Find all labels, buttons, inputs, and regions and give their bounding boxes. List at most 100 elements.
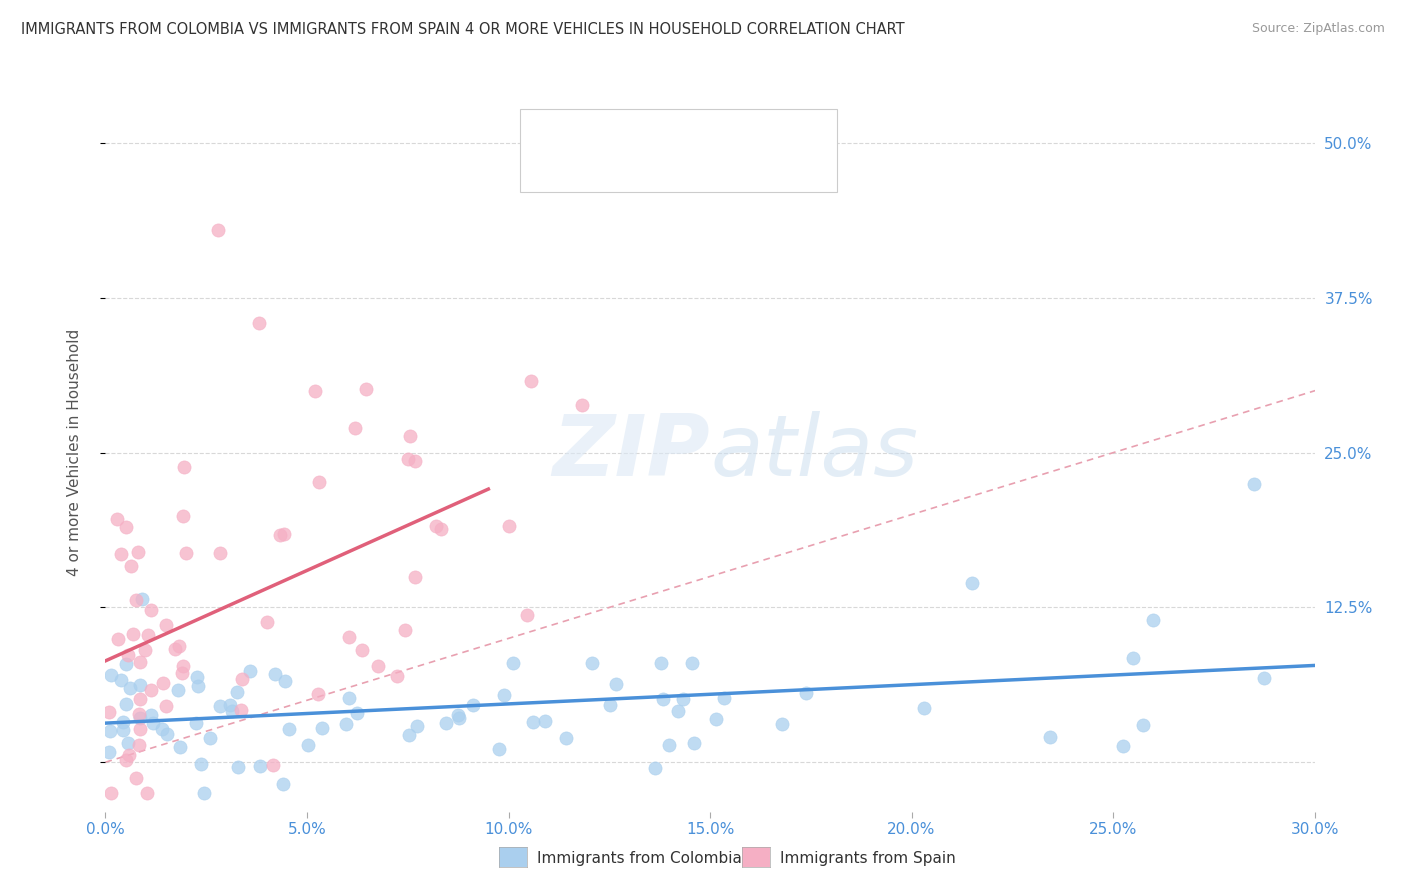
Text: Immigrants from Spain: Immigrants from Spain [780, 851, 956, 865]
Point [142, 715, 165, 730]
Point [1112, 739, 1135, 753]
Point [794, 685, 817, 699]
Text: 0.091: 0.091 [616, 120, 666, 135]
Point [398, 728, 420, 742]
Point [498, 519, 520, 533]
Point [115, 697, 138, 711]
Point [114, 520, 136, 534]
Text: R =: R = [574, 120, 609, 135]
Point [644, 761, 666, 775]
Point [184, 715, 207, 730]
Point [337, 691, 360, 706]
Point [134, 642, 156, 657]
Text: R =: R = [574, 156, 609, 170]
Point [167, 682, 190, 697]
Point [221, 704, 243, 718]
Point [152, 723, 174, 737]
Point [430, 522, 453, 536]
Point [114, 657, 136, 672]
Point [107, 632, 129, 647]
Point [100, 786, 122, 800]
Text: 77: 77 [725, 120, 748, 135]
Point [121, 627, 143, 641]
Point [658, 738, 681, 752]
Point [770, 716, 793, 731]
Point [398, 429, 420, 443]
Point [165, 642, 187, 657]
Point [98, 705, 121, 719]
Point [666, 704, 689, 718]
Point [307, 687, 329, 701]
Point [136, 628, 159, 642]
Point [105, 511, 128, 525]
Point [494, 688, 516, 702]
Point [110, 547, 132, 561]
Point [98, 745, 121, 759]
Text: Source: ZipAtlas.com: Source: ZipAtlas.com [1251, 22, 1385, 36]
Point [256, 615, 278, 629]
Point [520, 374, 543, 388]
Point [434, 715, 457, 730]
Point [135, 786, 157, 800]
Point [111, 714, 134, 729]
Point [262, 758, 284, 772]
Point [239, 664, 262, 678]
Point [128, 722, 150, 736]
Point [522, 714, 544, 729]
Point [98, 723, 121, 738]
Point [346, 706, 368, 721]
Point [128, 738, 150, 752]
Point [231, 672, 253, 686]
Point [124, 593, 146, 607]
Point [651, 691, 673, 706]
Point [1243, 476, 1265, 491]
Text: IMMIGRANTS FROM COLOMBIA VS IMMIGRANTS FROM SPAIN 4 OR MORE VEHICLES IN HOUSEHOL: IMMIGRANTS FROM COLOMBIA VS IMMIGRANTS F… [21, 22, 904, 37]
Point [128, 706, 150, 721]
Point [141, 683, 163, 698]
Point [385, 669, 408, 683]
Point [1132, 718, 1154, 732]
Point [308, 475, 330, 490]
Point [173, 460, 195, 475]
Point [277, 722, 299, 736]
Point [554, 731, 576, 746]
Point [488, 742, 510, 756]
Point [209, 699, 232, 714]
Text: 0.494: 0.494 [616, 156, 666, 170]
Point [1253, 671, 1275, 685]
Point [352, 642, 374, 657]
Point [129, 711, 152, 725]
Point [704, 712, 727, 726]
Point [681, 656, 703, 670]
Point [447, 711, 470, 725]
Point [271, 777, 294, 791]
Point [141, 603, 163, 617]
Point [367, 659, 389, 673]
Point [186, 670, 208, 684]
Point [190, 757, 212, 772]
Point [226, 684, 249, 698]
Point [599, 698, 621, 712]
Point [581, 656, 603, 670]
Point [1142, 613, 1164, 627]
Text: 63: 63 [725, 156, 748, 170]
Point [650, 656, 672, 670]
Point [447, 708, 470, 723]
Point [912, 701, 935, 715]
Point [128, 655, 150, 669]
Text: ZIP: ZIP [553, 411, 710, 494]
Y-axis label: 4 or more Vehicles in Household: 4 or more Vehicles in Household [67, 329, 82, 576]
Point [396, 451, 419, 466]
Text: Immigrants from Colombia: Immigrants from Colombia [537, 851, 742, 865]
Point [264, 667, 287, 681]
Point [118, 681, 141, 696]
Point [304, 384, 326, 398]
Point [713, 691, 735, 706]
Point [141, 708, 163, 723]
Point [100, 668, 122, 682]
Point [605, 677, 627, 691]
Point [311, 721, 333, 735]
Point [120, 558, 142, 573]
Point [1122, 650, 1144, 665]
Point [198, 731, 221, 745]
